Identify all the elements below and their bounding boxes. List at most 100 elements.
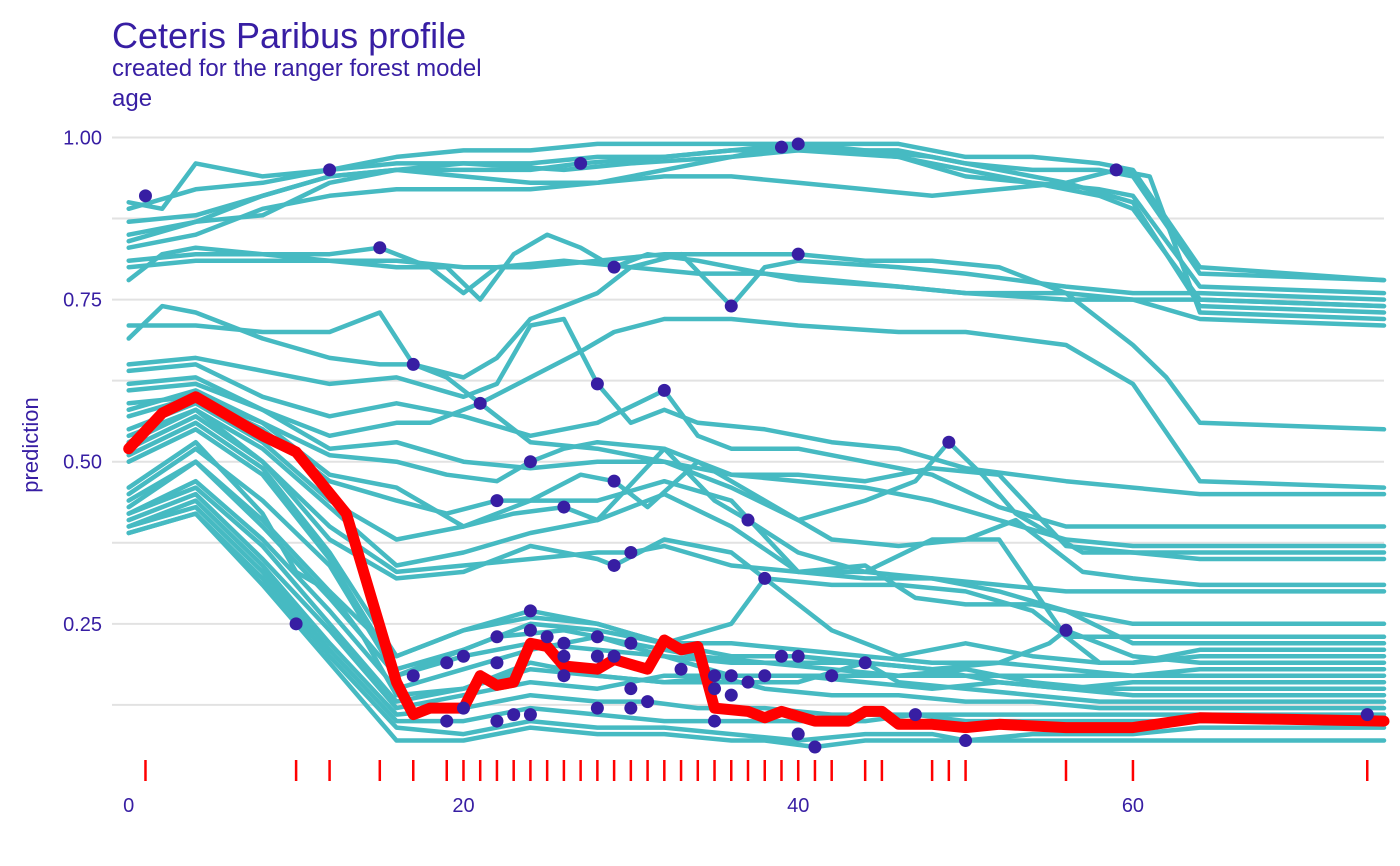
observation-point [523,604,537,618]
observation-point [557,636,571,650]
observation-point [758,669,772,683]
observation-point [490,494,504,508]
x-tick-label: 20 [452,795,474,817]
observation-points [138,137,1374,754]
observation-point [523,708,537,722]
observation-point [708,682,722,696]
y-axis-ticks: 0.25 0.50 0.75 1.00 [63,127,102,635]
observation-point [724,688,738,702]
observation-point [607,558,621,572]
x-axis-ticks: 0 20 40 60 [123,795,1144,817]
profile-line [126,232,1387,309]
profile-line [126,498,1387,717]
observation-point [959,734,973,748]
profile-line [126,141,1387,283]
observation-point [708,714,722,728]
variable-name: age [112,85,152,112]
observation-point [490,656,504,670]
observation-point [557,669,571,683]
observation-point [473,396,487,410]
observation-point [590,701,604,715]
observation-point [289,617,303,631]
observation-point [791,649,805,663]
profile-lines [126,141,1387,750]
observation-point [641,695,655,709]
observation-point [724,669,738,683]
profile-line [126,316,1387,497]
y-axis-label: prediction [18,397,43,492]
profile-line [126,251,1387,380]
observation-point [440,656,454,670]
observation-point [1109,163,1123,177]
observation-point [456,649,470,663]
observation-point [607,649,621,663]
profile-line [126,141,1387,315]
observation-point [624,545,638,559]
profile-line [126,394,1387,594]
x-tick-label: 60 [1122,795,1144,817]
observation-point [456,701,470,715]
observation-point [590,377,604,391]
profile-line [126,511,1387,743]
x-tick-label: 40 [787,795,809,817]
observation-point [741,513,755,527]
y-tick-label: 0.50 [63,452,102,474]
observation-point [373,241,387,255]
observation-point [607,474,621,488]
y-tick-label: 0.25 [63,614,102,636]
observation-point [507,708,521,722]
observation-point [1059,623,1073,637]
profile-line [126,362,1387,529]
observation-point [607,260,621,274]
observation-point [490,630,504,644]
profile-line [126,504,1387,724]
observation-point [724,299,738,313]
profile-line [126,427,1387,672]
observation-point [774,140,788,154]
observation-point [574,156,588,170]
observation-point [557,500,571,514]
observation-point [523,455,537,469]
y-tick-label: 0.75 [63,290,102,312]
observation-point [406,669,420,683]
observation-point [674,662,688,676]
observation-point [540,630,554,644]
observation-point [758,571,772,585]
observation-point [406,357,420,371]
observation-point [774,649,788,663]
observation-point [791,137,805,151]
observation-point [590,649,604,663]
chart-title: Ceteris Paribus profile [112,15,466,56]
observation-point [590,630,604,644]
observation-point [523,623,537,637]
profile-line [126,407,1387,646]
profile-line [126,394,1387,562]
observation-point [858,656,872,670]
observation-point [323,163,337,177]
observation-point [741,675,755,689]
aggregate-line [123,391,1390,734]
x-tick-label: 0 [123,795,134,817]
observation-point [490,714,504,728]
profile-line [126,420,1387,665]
chart-subtitle: created for the ranger forest model [112,55,482,82]
observation-point [624,682,638,696]
aggregate-profile [123,391,1390,734]
observation-point [657,383,671,397]
observation-point [791,727,805,741]
y-tick-label: 1.00 [63,127,102,149]
observation-point [440,714,454,728]
observation-point [557,649,571,663]
observation-point [908,708,922,722]
observation-point [791,247,805,261]
observation-point [708,669,722,683]
profile-line [126,511,1387,750]
profile-line [126,414,1387,665]
profile-line [126,144,1387,309]
profile-line [126,167,1387,322]
observation-point [138,189,152,203]
observation-point [808,740,822,754]
observation-point [942,435,956,449]
rug-marks [144,760,1369,781]
